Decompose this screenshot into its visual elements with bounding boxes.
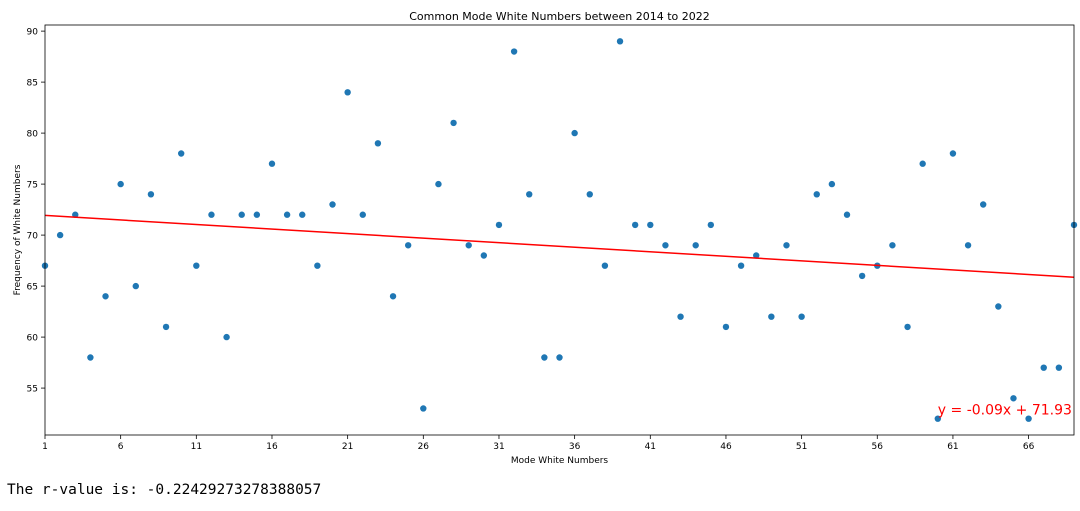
data-point [268, 160, 276, 167]
data-point [193, 262, 200, 269]
x-tick-label: 6 [118, 442, 124, 452]
data-points [41, 38, 1078, 422]
data-point [72, 211, 79, 218]
x-tick-label: 16 [266, 442, 278, 452]
data-point [798, 313, 805, 320]
data-point [359, 211, 366, 218]
data-point [56, 231, 64, 239]
x-tick-label: 1 [42, 442, 48, 452]
x-tick-label: 31 [493, 442, 504, 452]
data-point [177, 150, 185, 157]
data-point [1040, 364, 1047, 371]
data-point [420, 405, 427, 412]
scatter-chart: Common Mode White Numbers between 2014 t… [13, 10, 1078, 466]
y-tick-label: 90 [27, 28, 39, 38]
data-point [344, 89, 351, 96]
data-point [253, 211, 261, 218]
x-tick-label: 41 [645, 442, 656, 452]
data-point [541, 354, 548, 361]
data-point [631, 221, 639, 229]
data-point [556, 354, 563, 361]
data-point [828, 180, 836, 188]
data-point [783, 242, 790, 249]
data-point [647, 221, 654, 229]
data-point [87, 354, 94, 361]
data-point [964, 242, 972, 249]
data-point [753, 252, 760, 259]
x-tick-label: 11 [191, 442, 202, 452]
data-point [510, 48, 518, 55]
data-point [299, 211, 306, 218]
data-point [404, 242, 412, 249]
data-point [132, 282, 139, 290]
data-point [692, 242, 699, 249]
data-point [526, 191, 533, 198]
data-point [117, 180, 124, 188]
data-point [616, 38, 624, 45]
y-axis-label: Frequency of White Numbers [13, 164, 23, 295]
data-point [374, 140, 382, 147]
data-point [435, 180, 442, 188]
data-point [858, 272, 866, 280]
regression-line [44, 214, 1075, 278]
data-point [722, 323, 730, 331]
data-point [949, 150, 957, 157]
data-point [480, 252, 488, 259]
x-tick-label: 46 [720, 442, 732, 452]
data-point [980, 201, 987, 208]
data-point [1025, 415, 1032, 422]
data-point [813, 191, 820, 198]
y-tick-label: 70 [27, 232, 39, 242]
data-point [389, 293, 397, 300]
y-tick-label: 65 [27, 283, 38, 293]
data-point [995, 303, 1002, 310]
data-point [677, 313, 684, 320]
x-tick-label: 36 [569, 442, 581, 452]
data-point [707, 221, 715, 229]
y-tick-label: 80 [27, 130, 39, 140]
y-tick-label: 55 [27, 385, 38, 395]
r-value-output: The r-value is: -0.22429273278388057 [7, 482, 322, 498]
data-point [223, 333, 230, 341]
axis-ticks: 1 6 11 16 21 26 31 36 41 46 51 56 61 6655606570758085… [27, 28, 1035, 452]
data-point [314, 262, 321, 269]
data-point [1055, 364, 1063, 371]
x-tick-label: 51 [796, 442, 807, 452]
data-point [737, 262, 745, 269]
data-point [889, 242, 896, 249]
regression-equation: y = -0.09x + 71.93 [938, 403, 1072, 419]
data-point [450, 119, 457, 127]
data-point [465, 242, 472, 249]
data-point [102, 293, 109, 300]
data-point [147, 191, 155, 198]
data-point [768, 313, 775, 320]
chart-title: Common Mode White Numbers between 2014 t… [409, 10, 710, 23]
data-point [238, 211, 245, 218]
x-axis-label: Mode White Numbers [511, 456, 609, 466]
data-point [329, 201, 336, 208]
data-point [495, 221, 503, 229]
data-point [586, 191, 593, 198]
x-tick-label: 66 [1023, 442, 1035, 452]
data-point [601, 262, 609, 269]
data-point [162, 323, 170, 331]
data-point [904, 323, 911, 331]
data-point [1010, 395, 1017, 402]
data-point [662, 242, 669, 249]
x-tick-label: 56 [872, 442, 884, 452]
x-tick-label: 26 [418, 442, 430, 452]
x-tick-label: 21 [342, 442, 353, 452]
y-tick-label: 85 [27, 79, 38, 89]
data-point [571, 129, 578, 137]
data-point [934, 415, 942, 422]
data-point [919, 160, 926, 167]
data-point [208, 211, 215, 218]
plot-frame [44, 24, 1075, 436]
y-tick-label: 60 [27, 334, 39, 344]
data-point [283, 211, 291, 218]
data-point [843, 211, 851, 218]
x-tick-label: 61 [947, 442, 958, 452]
y-tick-label: 75 [27, 181, 38, 191]
